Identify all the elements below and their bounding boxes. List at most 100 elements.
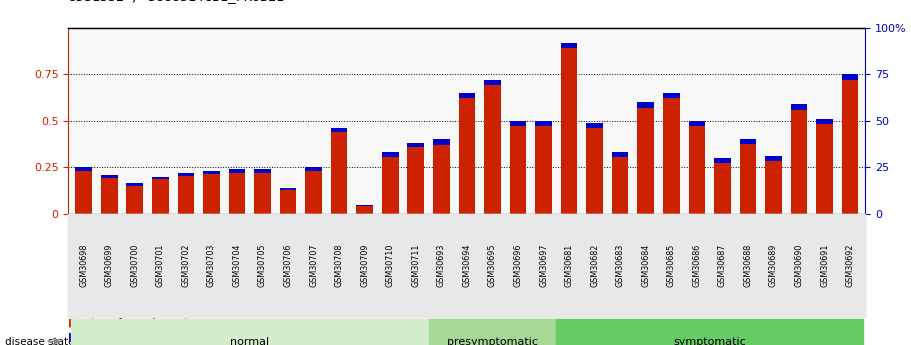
Bar <box>433 139 450 214</box>
Bar <box>536 121 552 126</box>
Bar <box>536 121 552 214</box>
Bar <box>612 152 629 157</box>
Text: GSM30711: GSM30711 <box>411 244 420 287</box>
Text: symptomatic: symptomatic <box>673 337 746 345</box>
Bar <box>638 102 654 108</box>
Bar <box>509 121 527 214</box>
Bar <box>842 74 858 214</box>
Text: GSM30685: GSM30685 <box>667 244 676 287</box>
Bar <box>740 139 756 144</box>
Bar <box>203 171 220 214</box>
Text: GSM30691: GSM30691 <box>820 244 829 287</box>
Text: GSM30696: GSM30696 <box>514 244 523 287</box>
Text: ■: ■ <box>68 332 79 341</box>
Text: GSM30690: GSM30690 <box>794 244 804 287</box>
Bar <box>203 171 220 175</box>
Bar <box>638 102 654 214</box>
Bar <box>484 80 501 85</box>
Text: GSM30702: GSM30702 <box>181 244 190 287</box>
Bar <box>254 169 271 173</box>
Bar <box>765 156 782 214</box>
Bar <box>816 119 833 214</box>
Bar <box>791 104 807 110</box>
Bar <box>127 183 143 186</box>
Bar <box>382 152 398 214</box>
Bar <box>816 119 833 124</box>
Bar <box>76 167 92 171</box>
Bar <box>305 167 322 214</box>
Text: GSM30694: GSM30694 <box>463 244 471 287</box>
Text: GSM30706: GSM30706 <box>283 244 292 287</box>
Bar <box>663 93 680 98</box>
Bar <box>356 205 373 214</box>
Text: GSM30703: GSM30703 <box>207 244 216 287</box>
Bar <box>484 80 501 214</box>
Bar <box>331 128 347 132</box>
Text: GSM30710: GSM30710 <box>385 244 394 287</box>
Text: GSM30686: GSM30686 <box>692 244 701 287</box>
Bar <box>714 158 731 163</box>
Text: GSM30682: GSM30682 <box>590 244 599 287</box>
Bar <box>280 188 296 190</box>
Bar <box>178 173 194 214</box>
Bar <box>76 167 92 214</box>
Text: GSM30681: GSM30681 <box>565 244 574 287</box>
Text: GSM30689: GSM30689 <box>769 244 778 287</box>
Bar <box>229 169 245 214</box>
Text: GSM30695: GSM30695 <box>488 244 496 287</box>
Bar <box>101 175 118 178</box>
Bar <box>127 183 143 214</box>
Text: GSM30705: GSM30705 <box>258 244 267 287</box>
Bar <box>765 156 782 161</box>
Text: GSM30692: GSM30692 <box>845 244 855 287</box>
Text: GDS1332 / 3888314CB1_PROBE1: GDS1332 / 3888314CB1_PROBE1 <box>68 0 284 3</box>
Text: GSM30708: GSM30708 <box>334 244 343 287</box>
Text: GSM30704: GSM30704 <box>232 244 241 287</box>
Text: GSM30701: GSM30701 <box>156 244 165 287</box>
Bar <box>280 188 296 214</box>
Bar <box>612 152 629 214</box>
Bar <box>791 104 807 214</box>
Bar <box>458 93 476 98</box>
Text: GSM30698: GSM30698 <box>79 244 88 287</box>
Bar <box>229 169 245 172</box>
Bar <box>305 167 322 171</box>
Bar <box>331 128 347 214</box>
Bar <box>407 143 425 214</box>
Bar <box>509 121 527 126</box>
Text: GSM30683: GSM30683 <box>616 244 625 287</box>
Text: ■: ■ <box>68 318 79 327</box>
Bar <box>561 42 578 48</box>
Text: GSM30699: GSM30699 <box>105 244 114 287</box>
Bar <box>407 143 425 147</box>
Text: GSM30709: GSM30709 <box>360 244 369 287</box>
Bar <box>101 175 118 214</box>
Bar <box>689 121 705 214</box>
Text: transformed count: transformed count <box>91 318 189 327</box>
Bar <box>178 173 194 176</box>
Bar <box>587 122 603 214</box>
Text: GSM30700: GSM30700 <box>130 244 139 287</box>
Text: normal: normal <box>230 337 270 345</box>
Bar <box>714 158 731 214</box>
Text: GSM30697: GSM30697 <box>539 244 548 287</box>
Bar <box>561 42 578 214</box>
Text: GSM30684: GSM30684 <box>641 244 650 287</box>
Bar <box>152 177 169 179</box>
Text: disease state: disease state <box>5 337 74 345</box>
Bar <box>740 139 756 214</box>
Bar <box>587 122 603 128</box>
Bar <box>842 74 858 80</box>
Text: GSM30693: GSM30693 <box>437 244 445 287</box>
Bar <box>254 169 271 214</box>
Bar <box>663 93 680 214</box>
Bar <box>433 139 450 145</box>
Text: GSM30707: GSM30707 <box>309 244 318 287</box>
Text: GSM30688: GSM30688 <box>743 244 752 287</box>
Text: percentile rank within the sample: percentile rank within the sample <box>91 332 267 341</box>
Text: GSM30687: GSM30687 <box>718 244 727 287</box>
Bar <box>152 177 169 214</box>
Bar <box>458 93 476 214</box>
Bar <box>382 152 398 157</box>
Bar <box>356 205 373 206</box>
